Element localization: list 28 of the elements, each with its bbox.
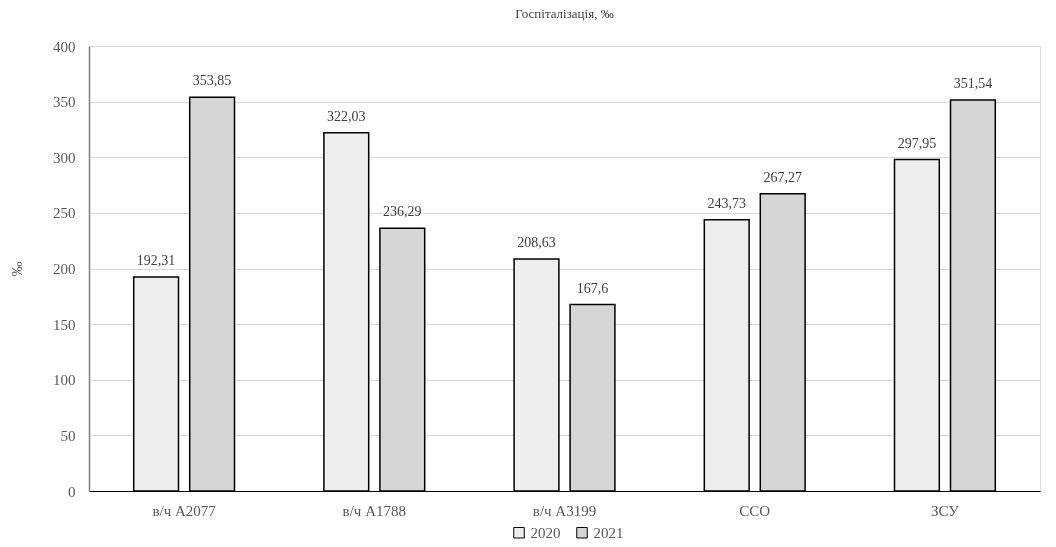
data-label: 167,6 — [576, 280, 609, 296]
y-tick-label: 350 — [53, 94, 76, 111]
data-label: 351,54 — [953, 75, 993, 91]
data-label: 236,29 — [383, 204, 422, 220]
x-tick-label: ССО — [739, 502, 771, 519]
data-label: 208,63 — [517, 234, 556, 250]
data-label: 353,85 — [192, 73, 232, 89]
y-tick-label: 0 — [68, 483, 76, 500]
x-tick-label: в/ч А1788 — [342, 502, 406, 519]
legend-label: 2021 — [593, 524, 624, 541]
y-tick-label: 400 — [53, 38, 76, 55]
x-tick-label: ЗСУ — [930, 502, 960, 519]
x-tick-label: в/ч А2077 — [152, 502, 217, 519]
data-label: 192,31 — [136, 253, 176, 269]
y-tick-label: 150 — [53, 316, 76, 333]
data-label: 297,95 — [897, 135, 937, 151]
y-axis-title: ‰ — [9, 261, 25, 277]
x-tick-label: в/ч А3199 — [532, 502, 597, 519]
y-tick-label: 250 — [53, 205, 76, 222]
y-tick-label: 50 — [60, 427, 76, 444]
data-label: 243,73 — [707, 195, 746, 211]
chart-title: Госпіталізація, ‰ — [515, 6, 614, 21]
y-tick-label: 300 — [53, 149, 76, 166]
y-tick-label: 200 — [53, 261, 76, 277]
data-label: 267,27 — [763, 169, 802, 185]
data-label: 322,03 — [327, 108, 366, 124]
y-tick-label: 100 — [53, 372, 76, 389]
legend-label: 2020 — [530, 524, 561, 541]
